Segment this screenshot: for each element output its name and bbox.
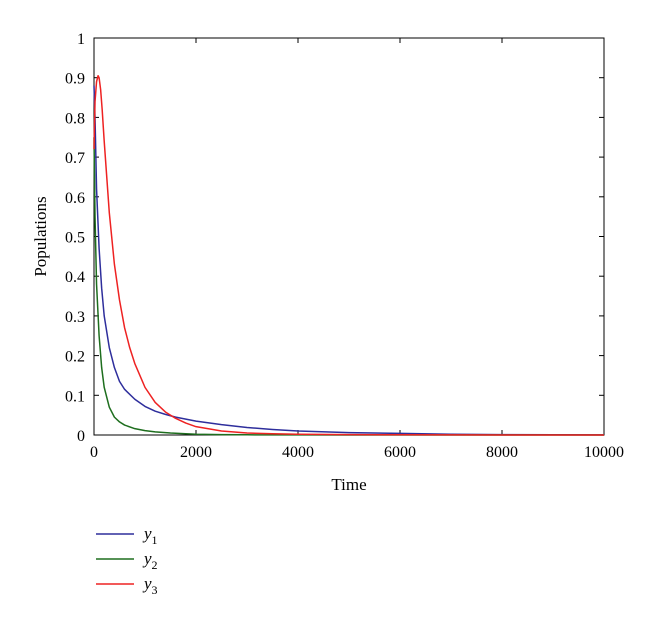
y-tick-label: 0.2 <box>65 349 85 366</box>
y-tick-label: 0.7 <box>65 150 85 167</box>
series-line-y3 <box>93 74 605 436</box>
y-tick-label: 0.3 <box>65 309 85 326</box>
y-tick-label: 0.9 <box>65 71 85 88</box>
legend-label-y3: y3 <box>142 574 158 597</box>
y-tick-label: 0.5 <box>65 230 85 247</box>
x-axis-title: Time <box>331 475 366 494</box>
y-tick-label: 0.4 <box>65 269 85 286</box>
y-tick-label: 0 <box>77 428 85 445</box>
x-tick-label: 10000 <box>584 444 624 461</box>
plot-area <box>93 37 605 436</box>
y-tick-label: 1 <box>77 31 85 48</box>
y-axis: 0 0.1 0.2 0.3 0.4 0.5 0.6 0.7 0.8 0.9 1 <box>65 31 604 445</box>
y-tick-label: 0.1 <box>65 388 85 405</box>
legend-label-base: y <box>142 549 152 568</box>
y-tick-label: 0.8 <box>65 110 85 127</box>
legend-label-base: y <box>142 574 152 593</box>
legend-label-y1: y1 <box>142 524 158 547</box>
legend-label-base: y <box>142 524 152 543</box>
x-tick-label: 8000 <box>486 444 518 461</box>
legend-label-subscript: 3 <box>152 583 158 597</box>
y-axis-title: Populations <box>31 196 50 276</box>
legend-label-subscript: 2 <box>152 558 158 572</box>
series-line-y1 <box>93 85 605 436</box>
x-tick-label: 0 <box>90 444 98 461</box>
series-line-y2 <box>93 137 604 436</box>
legend-label-y2: y2 <box>142 549 158 572</box>
x-tick-label: 4000 <box>282 444 314 461</box>
y-tick-label: 0.6 <box>65 190 85 207</box>
x-axis: 0 2000 4000 6000 8000 10000 <box>90 38 624 461</box>
x-tick-label: 2000 <box>180 444 212 461</box>
series-lines <box>93 74 605 436</box>
legend-label-subscript: 1 <box>152 533 158 547</box>
x-tick-label: 6000 <box>384 444 416 461</box>
